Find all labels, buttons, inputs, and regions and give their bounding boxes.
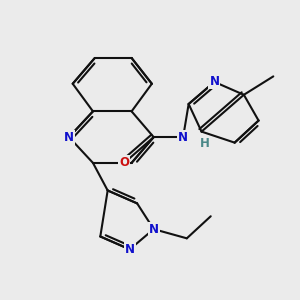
Text: N: N (209, 75, 219, 88)
Text: N: N (178, 130, 188, 144)
Text: H: H (200, 137, 210, 150)
Text: N: N (125, 243, 135, 256)
Text: O: O (119, 156, 129, 170)
Text: N: N (64, 130, 74, 144)
Text: N: N (149, 223, 159, 236)
